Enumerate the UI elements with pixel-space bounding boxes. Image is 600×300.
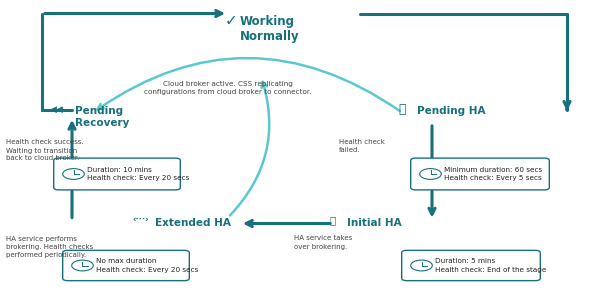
Circle shape (72, 260, 93, 271)
Circle shape (62, 169, 84, 179)
Text: No max duration
Health check: Every 20 secs: No max duration Health check: Every 20 s… (96, 258, 199, 273)
Text: Duration: 5 mins
Health check: End of the stage: Duration: 5 mins Health check: End of th… (436, 258, 547, 273)
Text: Health check success.
Waiting to transition
back to cloud broker.: Health check success. Waiting to transit… (6, 140, 84, 161)
Text: Working
Normally: Working Normally (240, 15, 299, 43)
Text: Health check
failed.: Health check failed. (339, 140, 385, 154)
Circle shape (410, 260, 432, 271)
Text: HA service takes
over brokering.: HA service takes over brokering. (294, 236, 352, 250)
Text: Cloud broker active. CSS replicating
configurations from cloud broker to connect: Cloud broker active. CSS replicating con… (144, 81, 312, 95)
Text: Minimum duration: 60 secs
Health check: Every 5 secs: Minimum duration: 60 secs Health check: … (444, 167, 542, 181)
Text: Duration: 10 mins
Health check: Every 20 secs: Duration: 10 mins Health check: Every 20… (88, 167, 190, 181)
Text: ‹···›: ‹···› (133, 216, 149, 225)
Text: Pending HA: Pending HA (417, 106, 485, 116)
FancyBboxPatch shape (402, 250, 540, 281)
FancyBboxPatch shape (54, 158, 180, 190)
Text: ◀◀: ◀◀ (50, 105, 64, 114)
Text: ⏻: ⏻ (330, 215, 336, 226)
Text: ⧗: ⧗ (398, 103, 406, 116)
Text: HA service performs
brokering. Health checks
performed periodically.: HA service performs brokering. Health ch… (6, 236, 93, 257)
Text: Initial HA: Initial HA (347, 218, 401, 227)
FancyBboxPatch shape (410, 158, 550, 190)
Text: ✓: ✓ (224, 14, 238, 28)
Circle shape (420, 169, 442, 179)
FancyBboxPatch shape (62, 250, 190, 281)
Text: Pending
Recovery: Pending Recovery (75, 106, 130, 128)
Text: Extended HA: Extended HA (155, 218, 230, 227)
